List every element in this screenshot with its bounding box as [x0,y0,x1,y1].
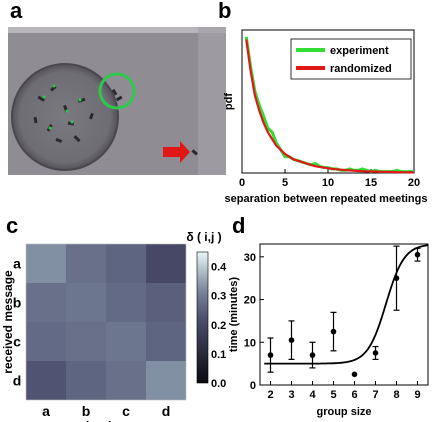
heatmap-cell-d-c [106,361,146,400]
heatmap-cell-b-c [106,283,146,322]
chart-c: abcdabcdtransmitted messagereceived mess… [1,230,227,422]
panel-label-b: b [218,0,232,23]
x-axis-label: transmitted message [46,419,166,422]
colorbar-tick-label: 0.0 [211,378,226,390]
x-tick-label: 4 [309,389,316,401]
panel-label-c: c [6,213,19,238]
heatmap-cell-b-d [146,283,186,322]
legend-entry: randomized [330,63,392,75]
colorbar-tick-label: 0.3 [211,291,226,303]
heatmap-cell-a-a [26,244,66,283]
heatmap-cell-b-b [66,283,106,322]
y-axis-label: received message [1,270,15,374]
y-axis-label: pdf [223,93,235,110]
data-point-3 [288,337,295,343]
x-tick-label: 2 [267,389,273,401]
x-tick-label: 15 [365,177,377,189]
row-label: c [13,334,21,350]
panel-label-a: a [10,0,23,23]
arena-photo [8,27,226,175]
heatmap-cell-b-a [26,283,66,322]
heatmap-cell-d-b [66,361,106,400]
x-axis-label: group size [316,406,371,418]
heatmap-cell-a-d [146,244,186,283]
x-tick-label: 9 [414,389,420,401]
y-tick-label: 10 [244,337,256,349]
heatmap-cell-a-b [66,244,106,283]
y-axis-label: time (minutes) [228,277,240,353]
data-point-9 [414,251,421,258]
x-axis-label: separation between repeated meetings [225,193,428,205]
petri-dish [11,63,119,171]
data-point-2 [267,352,274,358]
row-label: b [13,295,22,311]
heatmap-cell-c-b [66,322,106,361]
heatmap-cell-a-c [106,244,146,283]
heatmap-cell-c-d [146,322,186,361]
ant-paint-marks [42,84,82,130]
x-tick-label: 10 [322,177,334,189]
y-tick-label: 20 [244,295,256,307]
colorbar [196,251,209,384]
x-tick-label: 8 [393,389,399,401]
x-tick-label: 0 [239,177,245,189]
colorbar-tick-label: 0.4 [211,262,227,274]
y-tick-label: 30 [244,252,256,264]
data-point-5 [330,328,337,335]
x-tick-label: 6 [351,389,357,401]
legend-entry: experiment [330,45,389,57]
chart-d: 2 3 4 5 6 7 8 9 0 10 20 30 group size time (minutes) [228,243,429,418]
ants [33,85,198,156]
heatmap-frame [25,243,187,401]
meeting-circle-marker [98,72,136,110]
entrance-arrow [163,141,190,163]
heatmap-cell-d-d [146,361,186,400]
panel-label-d: d [232,213,246,238]
chart-b: 0 5 10 15 20 separation between repeated meet… [223,29,428,205]
column-label: d [162,403,171,419]
colorbar-title: δ ( i,j ) [186,230,221,244]
series-line-randomized [245,39,415,174]
data-point-4 [309,352,316,358]
plot-frame [259,243,429,386]
row-label: d [13,373,22,389]
column-label: c [122,403,130,419]
heatmap-cell-d-a [26,361,66,400]
colorbar-tick-label: 0.2 [211,320,226,332]
column-label: b [82,403,91,419]
x-tick-label: 20 [408,177,420,189]
colorbar-tick-label: 0.1 [211,349,226,361]
y-tick-label: 0 [250,380,256,392]
heatmap-cell-c-c [106,322,146,361]
column-label: a [42,403,50,419]
sigmoid-fit-curve [264,244,429,365]
data-point-6 [351,371,358,378]
x-tick-label: 3 [288,389,294,401]
x-tick-label: 5 [330,389,336,401]
data-point-8 [393,275,400,281]
data-point-7 [372,350,379,356]
heatmap-cell-c-a [26,322,66,361]
x-tick-label: 5 [282,177,288,189]
row-label: a [13,256,21,272]
x-tick-label: 7 [372,389,378,401]
legend-box [290,38,412,80]
